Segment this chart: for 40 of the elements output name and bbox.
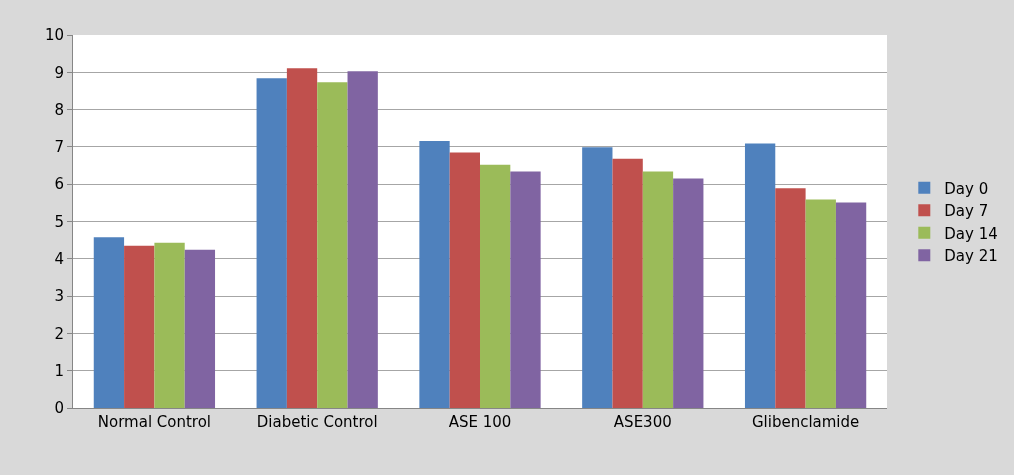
bar bbox=[835, 202, 867, 408]
bar bbox=[582, 147, 613, 408]
legend-label: Day 0 bbox=[944, 179, 989, 198]
y-tick-label: 0 bbox=[54, 399, 64, 418]
y-tick-label: 7 bbox=[54, 138, 64, 157]
bar bbox=[744, 143, 776, 408]
x-tick-label: ASE 100 bbox=[448, 413, 512, 431]
x-tick-label: Glibenclamide bbox=[751, 413, 860, 431]
x-tick-label: ASE300 bbox=[613, 413, 672, 431]
y-tick-label: 2 bbox=[54, 324, 64, 343]
bar bbox=[673, 178, 704, 408]
x-tick-label: Normal Control bbox=[97, 413, 212, 431]
y-tick-label: 3 bbox=[54, 287, 64, 306]
bar bbox=[642, 171, 674, 408]
bar bbox=[612, 158, 643, 408]
legend-label: Day 21 bbox=[944, 247, 998, 266]
bar bbox=[449, 152, 480, 408]
y-tick-label: 4 bbox=[54, 250, 64, 269]
bar bbox=[93, 237, 125, 408]
bar bbox=[184, 249, 216, 408]
bar bbox=[805, 199, 836, 408]
y-tick-label: 5 bbox=[54, 212, 64, 231]
bar bbox=[256, 78, 287, 408]
bar bbox=[510, 171, 541, 408]
legend-label: Day 7 bbox=[944, 202, 989, 221]
bar bbox=[419, 140, 450, 408]
y-tick-label: 6 bbox=[54, 175, 64, 194]
bar bbox=[775, 188, 806, 408]
bar bbox=[480, 164, 511, 408]
bar bbox=[347, 71, 378, 408]
legend-label: Day 14 bbox=[944, 224, 998, 243]
bar bbox=[154, 242, 185, 408]
x-tick-label: Diabetic Control bbox=[256, 413, 378, 431]
y-tick-label: 1 bbox=[54, 361, 64, 380]
bar bbox=[317, 82, 348, 408]
y-tick-label: 8 bbox=[54, 100, 64, 119]
bar bbox=[124, 245, 155, 408]
y-tick-label: 10 bbox=[44, 26, 64, 45]
y-tick-label: 9 bbox=[54, 63, 64, 82]
bar bbox=[286, 68, 318, 408]
